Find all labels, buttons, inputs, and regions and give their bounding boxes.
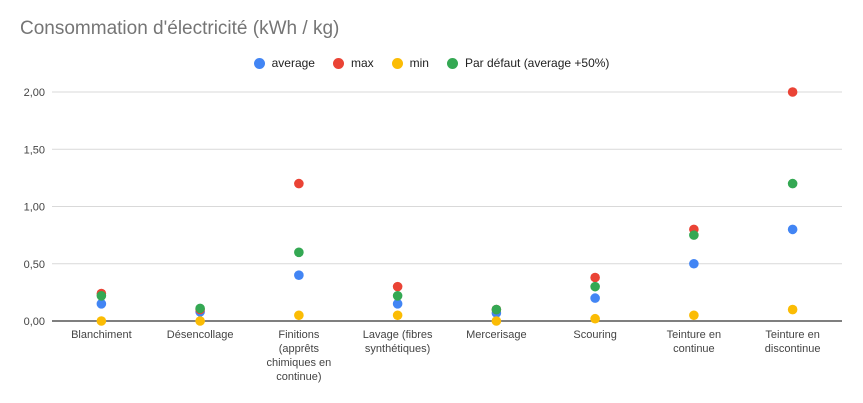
legend-entry: max (332, 56, 374, 70)
data-point (787, 304, 798, 315)
x-tick-label: Teinture en discontinue (765, 329, 821, 355)
chart-title: Consommation d'électricité (kWh / kg) (20, 18, 340, 39)
data-point (689, 230, 699, 240)
legend-label: max (350, 56, 374, 70)
legend-marker (332, 57, 344, 69)
legend-label: average (271, 56, 315, 70)
y-tick-label: 1,50 (24, 144, 45, 156)
data-point (590, 281, 600, 292)
legend-entry: average (253, 56, 315, 70)
data-point (294, 247, 304, 258)
x-tick-label: Scouring (573, 329, 616, 341)
y-tick-label: 0,50 (24, 259, 45, 271)
data-point (392, 281, 403, 292)
legend-entry: Par défaut (average +50%) (446, 56, 610, 70)
data-point (392, 291, 403, 301)
data-point (590, 272, 600, 283)
data-point (491, 316, 502, 326)
data-point (787, 178, 798, 189)
y-tick-label: 1,00 (24, 202, 45, 214)
data-point (195, 316, 205, 326)
y-tick-label: 2,00 (24, 87, 45, 99)
data-point (392, 299, 403, 309)
y-tick-label: 0,00 (24, 316, 45, 328)
legend-marker (391, 57, 403, 69)
x-tick-label: Teinture en continue (667, 329, 721, 355)
data-point (392, 310, 403, 321)
legend-entry: min (391, 56, 429, 70)
data-point (294, 310, 304, 321)
x-tick-label: Blanchiment (71, 329, 132, 341)
data-point (689, 310, 699, 321)
x-tick-label: Mercerisage (466, 329, 527, 341)
legend-marker (446, 57, 458, 69)
x-tick-label: Lavage (fibres synthétiques) (363, 329, 433, 355)
data-point (96, 316, 107, 326)
data-point (96, 299, 107, 309)
data-point (787, 87, 798, 97)
data-point (590, 293, 600, 303)
x-tick-label: Désencollage (167, 329, 234, 341)
legend-label: Par défaut (average +50%) (464, 56, 610, 70)
legend-marker (253, 57, 265, 69)
data-point (195, 303, 205, 314)
x-tick-label: Finitions (apprêts chimiques en continue) (266, 329, 331, 383)
data-point (590, 313, 600, 324)
legend: average max min Par défaut (average +50%) (0, 56, 863, 70)
data-point (294, 178, 304, 189)
data-point (491, 304, 502, 315)
data-point (689, 258, 699, 269)
data-point (96, 291, 107, 301)
data-point (294, 270, 304, 281)
legend-label: min (409, 56, 429, 70)
data-point (787, 224, 798, 235)
